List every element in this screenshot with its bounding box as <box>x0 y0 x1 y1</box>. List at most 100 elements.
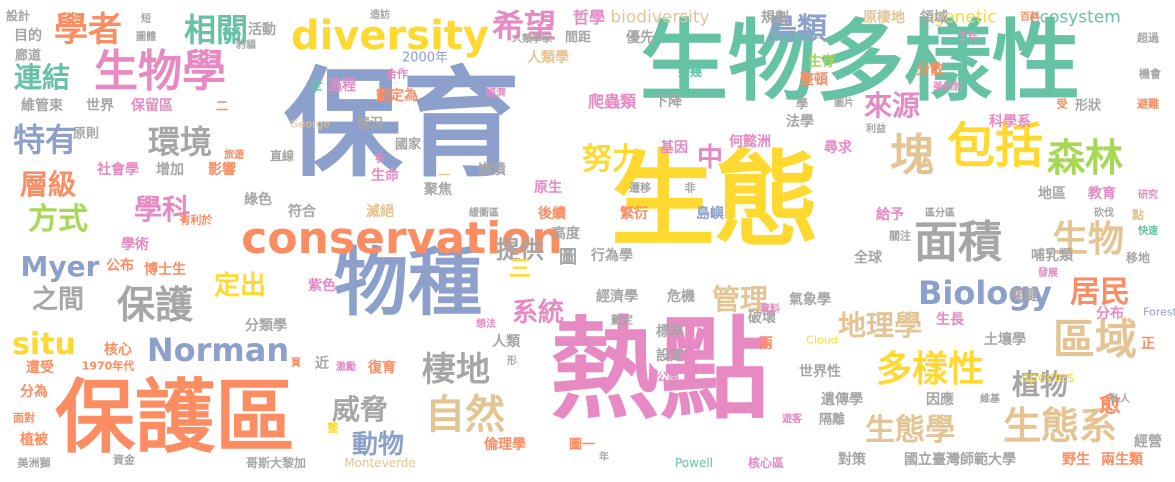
word-monteverde: Monteverde <box>344 456 416 470</box>
word-planning: 規劃 <box>761 10 789 26</box>
word-anthropologist: 人類學家 <box>512 34 552 45</box>
word-wild: 野生 <box>1062 452 1090 468</box>
word-tourist: 遊客 <box>782 414 802 425</box>
word-diversity-zh: 多樣性 <box>875 349 985 390</box>
word-method: 方式 <box>28 202 88 237</box>
word-study: 學 <box>795 97 809 111</box>
word-picture: 圖片 <box>834 98 854 109</box>
word-survive: 生存 <box>808 54 836 70</box>
word-management: 管理 <box>711 283 769 316</box>
word-respond: 因應 <box>926 392 954 408</box>
word-economics: 經濟學 <box>596 289 638 305</box>
word-three: 三 <box>508 257 532 282</box>
word-several: 好幾 <box>677 65 703 79</box>
word-powell: Powell <box>674 456 714 470</box>
word-core: 核心 <box>104 342 132 358</box>
word-science-dept: 科學系 <box>989 114 1031 130</box>
word-costa-rica: 哥斯大黎加 <box>245 456 307 470</box>
word-biodiversity: 生物多樣性 <box>639 10 1081 113</box>
word-zoning: 區分區 <box>925 208 955 219</box>
word-receive: 受 <box>1056 97 1068 111</box>
word-life: 生命 <box>371 168 399 184</box>
word-mammals: 哺乳類 <box>1031 248 1073 264</box>
word-private: 私人 <box>1110 394 1130 405</box>
word-straight-line: 直線 <box>269 149 295 163</box>
word-crisis: 危機 <box>667 289 695 305</box>
word-purpose: 目的 <box>14 28 42 44</box>
word-migrate: 遷移 <box>629 181 651 195</box>
word-puma: 美洲獅 <box>17 456 51 470</box>
word-delimit-as: 劃定為 <box>376 88 418 104</box>
word-form: 形 <box>507 356 517 367</box>
word-original-habitat: 原棲地 <box>863 10 905 26</box>
word-idea: 想法 <box>476 319 496 330</box>
word-baoyu: 保育 <box>283 55 521 193</box>
word-link: 連結 <box>13 61 71 94</box>
word-george: George <box>289 117 331 131</box>
word-myer: Myer <box>20 250 100 283</box>
word-destroy: 破壞 <box>748 310 776 326</box>
word-level: 層級 <box>19 168 77 201</box>
word-encyclopedia: 百科 <box>1020 12 1040 23</box>
word-name: 名 <box>375 154 385 165</box>
word-genetic: genetic <box>933 7 997 28</box>
word-shape: 形狀 <box>1074 98 1102 114</box>
word-plant: 植物 <box>1011 368 1069 401</box>
word-ecology-study: 生態學 <box>865 413 955 448</box>
word-increase: 增加 <box>156 162 184 178</box>
word-year-2000: 2000年 <box>401 50 449 66</box>
word-amphibians: 兩生類 <box>1101 452 1143 468</box>
word-focus: 聚焦 <box>424 182 452 198</box>
word-residents: 居民 <box>1070 275 1130 310</box>
word-spacing: 間距 <box>564 30 592 46</box>
word-ntnu: 國立臺灣師範大學 <box>904 452 1016 468</box>
word-cooperate: 合作 <box>386 67 408 81</box>
word-extinction: 滅絕 <box>366 204 394 220</box>
word-include: 包括 <box>946 118 1044 174</box>
word-hope: 希望 <box>491 7 557 45</box>
word-species: 物種 <box>334 240 482 326</box>
word-sociology: 社會學 <box>97 162 139 178</box>
word-provide: 提供 <box>496 236 544 264</box>
word-non: 非 <box>684 181 696 195</box>
word-activity: 活動 <box>248 22 276 38</box>
word-whole: 整 <box>327 421 339 435</box>
word-divide-into: 分為 <box>20 384 48 400</box>
word-figure: 圖 <box>559 247 577 268</box>
word-organism: 生物 <box>1051 219 1125 260</box>
word-wiki: 維基 <box>980 394 1000 405</box>
word-discipline: 學科 <box>133 193 191 226</box>
word-visit: 造訪 <box>370 10 390 21</box>
word-1970s: 1970年代 <box>81 359 135 373</box>
word-conservation: conservation <box>241 213 563 264</box>
word-forest-en: Forest <box>1143 305 1175 319</box>
word-logging: 砍伐 <box>1094 208 1114 219</box>
word-delimit: 劃定 <box>611 313 633 327</box>
word-restore: 復育 <box>368 360 396 376</box>
word-between: 之間 <box>31 285 85 315</box>
word-corridor: 廊道 <box>14 48 42 64</box>
word-year: 年 <box>599 452 609 463</box>
word-worldwide: 世界性 <box>799 364 841 380</box>
word-fast: 快速 <box>1138 226 1158 237</box>
word-scholar: 學者 <box>54 10 122 50</box>
word-situ: situ <box>12 327 76 362</box>
word-ecology: 生態 <box>610 139 820 261</box>
word-purple: 紫色 <box>308 278 336 294</box>
word-develop: 發展 <box>1038 268 1058 279</box>
word-work: 工作 <box>958 32 978 43</box>
word-species-en: species <box>1021 370 1075 386</box>
word-short: 短 <box>141 14 151 25</box>
word-opportunity: 機會 <box>1139 67 1161 81</box>
word-nature: 自然 <box>425 392 505 438</box>
word-protected-area: 保護區 <box>55 371 295 464</box>
word-publish: 公布 <box>106 258 134 274</box>
word-source: 來源 <box>863 89 921 122</box>
word-organize: 整頓 <box>800 72 828 88</box>
word-soil-science: 土壤學 <box>984 332 1026 348</box>
word-suffer: 遭受 <box>26 360 54 376</box>
word-leopard-cat: 豹貓 <box>236 40 256 51</box>
word-growth: 生長 <box>936 312 964 328</box>
word-height: 高度 <box>552 226 580 242</box>
